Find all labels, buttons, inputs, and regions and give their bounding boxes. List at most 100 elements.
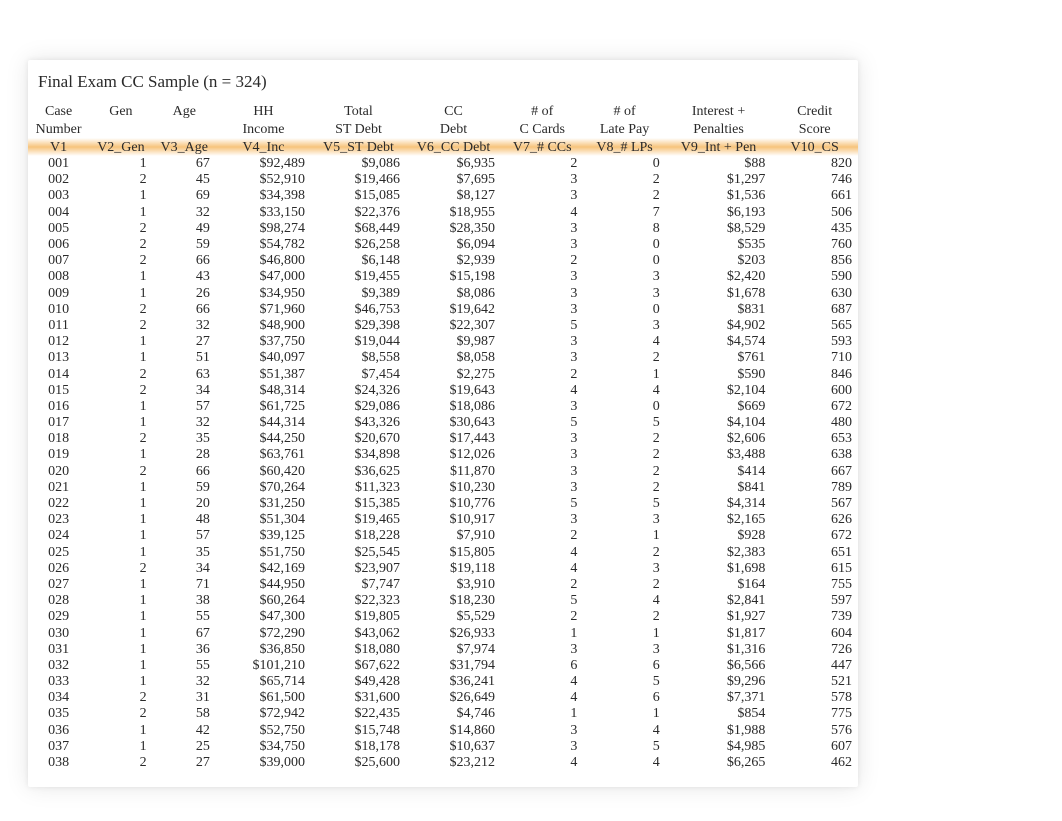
table-row: 007266$46,800$6,148$2,93920$203856 [28,253,858,269]
cell: $47,000 [216,269,311,285]
cell: 021 [28,480,89,496]
cell: 0 [583,399,665,415]
cell: 1 [89,739,152,755]
cell: 2 [89,318,152,334]
cell: $14,860 [406,723,501,739]
col-header: Late Pay [583,120,665,138]
cell: 4 [501,755,583,771]
cell: $46,753 [311,302,406,318]
table-row: 022120$31,250$15,385$10,77655$4,314567 [28,496,858,512]
col-varname: V2_Gen [89,138,152,156]
cell: $1,297 [666,172,772,188]
cell: 2 [583,431,665,447]
cell: 2 [501,366,583,382]
cell: 3 [583,642,665,658]
cell: 3 [583,561,665,577]
cell: 1 [89,480,152,496]
cell: 013 [28,350,89,366]
cell: $4,746 [406,706,501,722]
cell: 687 [771,302,858,318]
cell: 42 [153,723,216,739]
col-header: # of [583,102,665,120]
cell: 36 [153,642,216,658]
table-row: 016157$61,725$29,086$18,08630$669672 [28,399,858,415]
col-header: # of [501,102,583,120]
cell: 1 [89,350,152,366]
cell: 66 [153,464,216,480]
cell: 038 [28,755,89,771]
cell: 4 [583,723,665,739]
cell: 28 [153,447,216,463]
cell: $831 [666,302,772,318]
cell: 856 [771,253,858,269]
cell: $44,950 [216,577,311,593]
cell: $928 [666,528,772,544]
cell: $2,606 [666,431,772,447]
cell: $7,371 [666,690,772,706]
cell: 5 [583,674,665,690]
cell: 726 [771,642,858,658]
cell: 011 [28,318,89,334]
cell: 2 [583,172,665,188]
cell: $30,643 [406,415,501,431]
cell: 2 [89,561,152,577]
cell: $4,985 [666,739,772,755]
cell: 1 [89,399,152,415]
cell: $29,086 [311,399,406,415]
cell: 35 [153,431,216,447]
col-header: Number [28,120,89,138]
cell: $7,695 [406,172,501,188]
cell: 015 [28,383,89,399]
cell: 20 [153,496,216,512]
cell: 0 [583,253,665,269]
cell: 1 [89,205,152,221]
cell: 672 [771,399,858,415]
cell: 35 [153,545,216,561]
cell: $52,910 [216,172,311,188]
cell: 27 [153,755,216,771]
table-row: 006259$54,782$26,258$6,09430$535760 [28,237,858,253]
cell: 017 [28,415,89,431]
cell: $40,097 [216,350,311,366]
cell: 1 [501,706,583,722]
table-row: 023148$51,304$19,465$10,91733$2,165626 [28,512,858,528]
cell: 667 [771,464,858,480]
cell: $2,275 [406,366,501,382]
cell: 1 [89,269,152,285]
cell: $164 [666,577,772,593]
cell: $34,898 [311,447,406,463]
cell: $36,850 [216,642,311,658]
col-header: Interest + [666,102,772,120]
cell: 3 [501,723,583,739]
cell: $51,750 [216,545,311,561]
cell: $72,942 [216,706,311,722]
cell: 578 [771,690,858,706]
data-sheet: Final Exam CC Sample (n = 324) Case Gen … [28,60,858,787]
cell: 2 [89,302,152,318]
cell: $23,907 [311,561,406,577]
col-header: Case [28,102,89,120]
cell: 615 [771,561,858,577]
cell: $15,085 [311,188,406,204]
cell: 66 [153,253,216,269]
cell: $3,910 [406,577,501,593]
cell: 004 [28,205,89,221]
cell: $4,574 [666,334,772,350]
col-varname: V5_ST Debt [311,138,406,156]
cell: 59 [153,480,216,496]
cell: 030 [28,625,89,641]
cell: 38 [153,593,216,609]
cell: $2,383 [666,545,772,561]
cell: 67 [153,625,216,641]
cell: 32 [153,318,216,334]
cell: $98,274 [216,221,311,237]
cell: $6,935 [406,156,501,172]
table-row: 008143$47,000$19,455$15,19833$2,420590 [28,269,858,285]
cell: $71,960 [216,302,311,318]
cell: 3 [501,221,583,237]
cell: $1,988 [666,723,772,739]
cell: $49,428 [311,674,406,690]
col-header [153,120,216,138]
cell: 480 [771,415,858,431]
cell: 2 [89,431,152,447]
